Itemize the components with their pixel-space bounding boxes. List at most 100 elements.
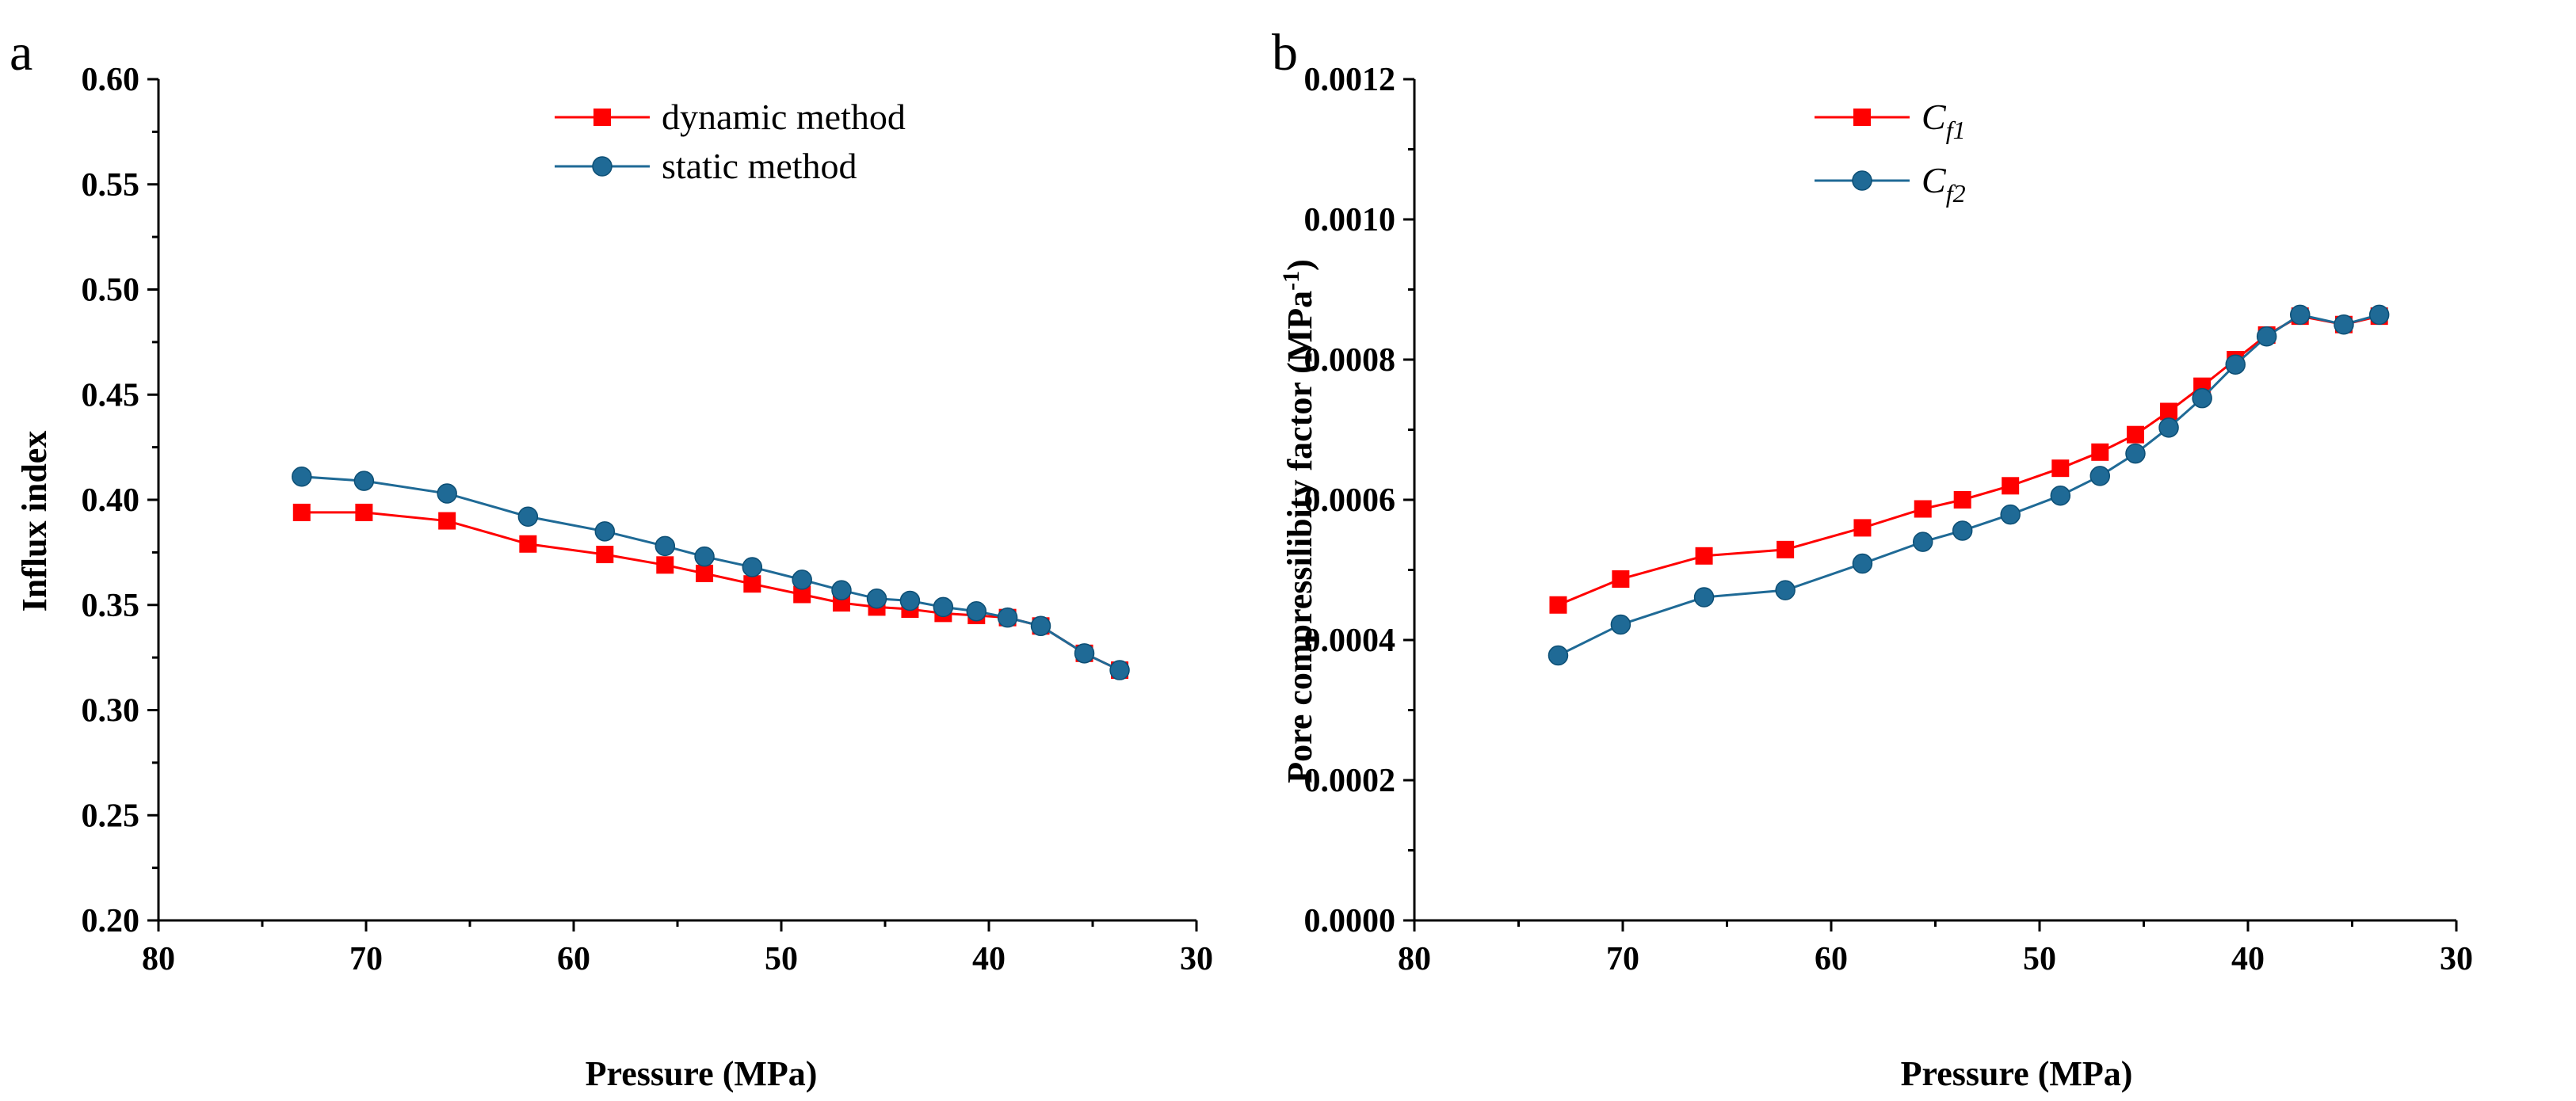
legend-a: dynamic method static method bbox=[555, 97, 906, 186]
y-tick-label: 0.40 bbox=[82, 482, 140, 519]
data-point bbox=[1109, 660, 1130, 680]
x-tick-label: 30 bbox=[2440, 941, 2473, 977]
data-point bbox=[2125, 443, 2146, 464]
x-tick-label: 30 bbox=[1180, 941, 1213, 977]
data-point bbox=[519, 535, 537, 553]
y-tick-label: 0.0000 bbox=[1304, 903, 1396, 939]
data-point bbox=[2192, 387, 2212, 409]
panel-label-b: b bbox=[1272, 24, 1298, 82]
legend-label-main: C bbox=[1922, 97, 1947, 137]
data-point bbox=[743, 575, 761, 593]
data-point bbox=[1912, 531, 1933, 552]
data-point bbox=[1953, 491, 1971, 509]
data-point bbox=[1612, 570, 1630, 589]
data-point bbox=[1030, 615, 1051, 637]
data-point bbox=[594, 521, 616, 542]
data-point bbox=[2158, 417, 2179, 438]
legend-label-main: C bbox=[1922, 160, 1947, 200]
series-line bbox=[301, 511, 1120, 672]
y-tick-label: 0.30 bbox=[82, 693, 140, 730]
panel-label-a: a bbox=[10, 24, 32, 82]
data-point bbox=[656, 556, 674, 574]
x-tick-label: 50 bbox=[765, 941, 798, 977]
data-point bbox=[997, 607, 1018, 628]
data-point bbox=[899, 590, 921, 611]
y-axis-title-b-sup: -1 bbox=[1278, 271, 1304, 291]
data-point bbox=[2368, 304, 2390, 326]
series-0 bbox=[292, 503, 1129, 680]
data-point bbox=[2002, 477, 2020, 495]
data-point bbox=[1852, 553, 1873, 574]
data-point bbox=[793, 585, 811, 604]
data-point bbox=[694, 546, 715, 567]
data-point bbox=[1853, 519, 1872, 537]
legend-marker bbox=[592, 156, 613, 177]
x-tick-label: 80 bbox=[1398, 941, 1431, 977]
data-point bbox=[438, 512, 456, 530]
y-tick-label: 0.45 bbox=[82, 377, 140, 413]
series-layer-a bbox=[292, 467, 1130, 680]
data-point bbox=[2126, 425, 2144, 444]
x-tick-label: 70 bbox=[349, 941, 383, 977]
series-1 bbox=[292, 467, 1130, 680]
data-point bbox=[437, 483, 457, 504]
x-tick-label: 60 bbox=[557, 941, 590, 977]
data-point bbox=[966, 600, 987, 622]
series-line bbox=[1557, 313, 2380, 657]
x-tick-label: 80 bbox=[142, 941, 175, 977]
y-axis-title-b-close: ) bbox=[1280, 259, 1319, 271]
chart-panel-b: b 80 70 60 50 40 30 0.0000 0.0002 0.0004 0.0006 0.… bbox=[1272, 24, 2473, 1093]
legend-label: static method bbox=[662, 146, 857, 186]
legend-marker bbox=[1852, 170, 1872, 191]
data-point bbox=[1693, 587, 1715, 608]
data-point bbox=[1549, 596, 1567, 614]
series-layer-b bbox=[1548, 304, 2390, 666]
y-tick-label: 0.25 bbox=[82, 798, 140, 834]
data-point bbox=[1074, 643, 1095, 664]
series-0 bbox=[1549, 307, 2388, 614]
data-point bbox=[353, 470, 375, 491]
y-tick-label: 0.50 bbox=[82, 272, 140, 309]
data-point bbox=[596, 546, 614, 564]
legend-label: Cf2 bbox=[1922, 160, 1966, 208]
data-point bbox=[792, 570, 812, 590]
x-axis-title-b: Pressure (MPa) bbox=[1901, 1054, 2133, 1093]
x-tick-label: 40 bbox=[972, 941, 1006, 977]
data-point bbox=[355, 503, 373, 521]
data-point bbox=[2089, 466, 2111, 486]
x-tick-label: 50 bbox=[2023, 941, 2056, 977]
x-tick-label: 70 bbox=[1606, 941, 1639, 977]
y-tick-label: 0.35 bbox=[82, 588, 140, 624]
data-point bbox=[2000, 504, 2021, 525]
ticks-a: 80 70 60 50 40 30 0.20 0.25 0.30 0.35 0.40 0.45 0.50… bbox=[82, 62, 1214, 977]
data-point bbox=[654, 535, 676, 557]
data-point bbox=[2290, 304, 2311, 326]
x-tick-label: 60 bbox=[1815, 941, 1848, 977]
legend-marker bbox=[1853, 109, 1871, 126]
y-axis-title-b-main: Pore compressilibity factor (MPa bbox=[1280, 291, 1319, 783]
y-axis-title-b: Pore compressilibity factor (MPa-1) bbox=[1278, 259, 1320, 783]
data-point bbox=[2225, 354, 2246, 375]
data-point bbox=[1952, 520, 1973, 541]
y-tick-label: 0.0008 bbox=[1304, 342, 1396, 379]
data-point bbox=[1914, 500, 1932, 518]
data-point bbox=[866, 589, 887, 609]
y-tick-label: 0.0012 bbox=[1304, 62, 1396, 98]
data-point bbox=[292, 467, 312, 487]
axes-a bbox=[157, 79, 1196, 922]
data-point bbox=[1776, 540, 1795, 558]
data-point bbox=[2051, 459, 2070, 478]
legend-label-subscript: f2 bbox=[1946, 179, 1966, 208]
data-point bbox=[696, 564, 714, 582]
data-point bbox=[2334, 314, 2354, 335]
data-point bbox=[1610, 614, 1631, 635]
series-1 bbox=[1548, 304, 2390, 666]
y-tick-label: 0.0006 bbox=[1304, 482, 1396, 519]
y-tick-label: 0.0002 bbox=[1304, 763, 1396, 799]
axes-b bbox=[1413, 79, 2456, 922]
legend-marker bbox=[593, 109, 611, 126]
y-tick-label: 0.60 bbox=[82, 62, 140, 98]
data-point bbox=[2160, 402, 2178, 421]
x-tick-label: 40 bbox=[2231, 941, 2265, 977]
legend-label-subscript: f1 bbox=[1946, 116, 1966, 144]
